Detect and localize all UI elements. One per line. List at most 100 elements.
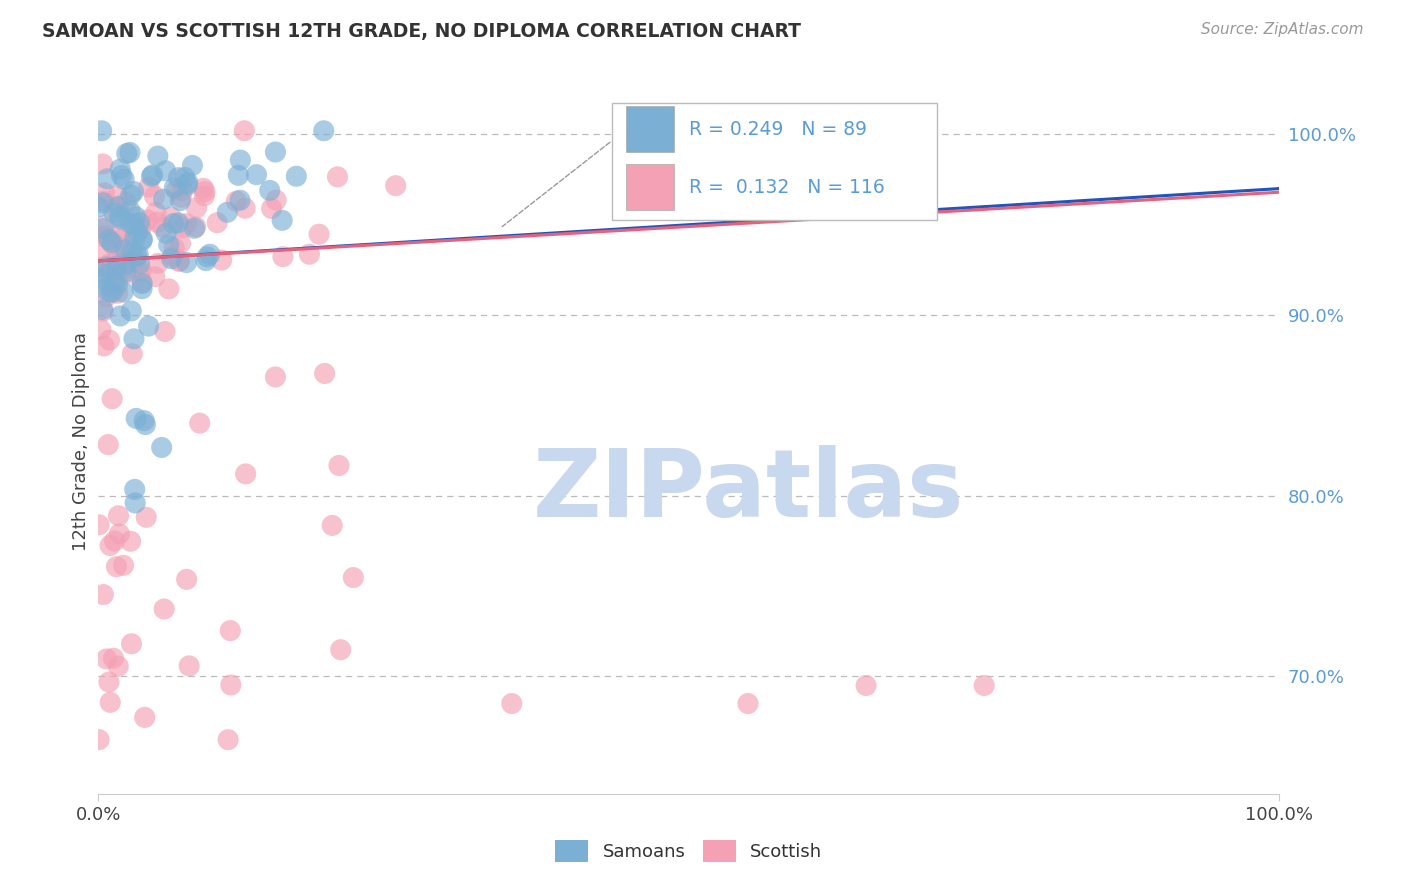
Point bbox=[127, 248, 149, 262]
Point bbox=[229, 153, 252, 168]
Point bbox=[91, 229, 114, 244]
Point bbox=[131, 276, 153, 290]
Point bbox=[131, 277, 153, 291]
Point bbox=[108, 210, 131, 224]
Point bbox=[93, 339, 115, 353]
Point bbox=[260, 202, 283, 216]
Point bbox=[169, 194, 191, 208]
FancyBboxPatch shape bbox=[612, 103, 936, 219]
Point bbox=[143, 269, 166, 284]
Point bbox=[298, 247, 321, 261]
Point bbox=[118, 145, 141, 160]
Point bbox=[121, 244, 143, 259]
Point bbox=[131, 282, 153, 296]
Point bbox=[96, 289, 118, 303]
Point bbox=[193, 188, 215, 202]
Point bbox=[115, 146, 138, 161]
Point bbox=[103, 200, 125, 214]
Point bbox=[93, 304, 115, 318]
Point bbox=[142, 168, 165, 182]
Point bbox=[235, 467, 257, 481]
Point bbox=[162, 250, 184, 264]
Point bbox=[188, 416, 211, 430]
Point bbox=[96, 171, 118, 186]
Point bbox=[101, 392, 124, 406]
Point bbox=[115, 195, 138, 210]
Point bbox=[321, 518, 343, 533]
Point bbox=[107, 508, 129, 523]
Point bbox=[271, 250, 294, 264]
Point bbox=[162, 217, 184, 231]
Point bbox=[129, 264, 152, 278]
Point bbox=[329, 642, 352, 657]
Point bbox=[120, 534, 142, 549]
Point bbox=[194, 185, 217, 199]
Point bbox=[94, 219, 117, 233]
Point bbox=[855, 678, 877, 692]
Point bbox=[101, 285, 124, 300]
Point bbox=[125, 411, 148, 425]
Text: R = 0.249   N = 89: R = 0.249 N = 89 bbox=[689, 120, 868, 139]
Point bbox=[104, 267, 127, 281]
Point bbox=[110, 259, 132, 273]
Point bbox=[737, 697, 759, 711]
Point bbox=[96, 268, 118, 282]
Point bbox=[167, 170, 190, 185]
Point bbox=[118, 260, 141, 275]
Point bbox=[87, 260, 110, 275]
Point bbox=[131, 234, 153, 248]
Point bbox=[97, 675, 120, 690]
Point bbox=[93, 186, 115, 200]
Point bbox=[103, 275, 125, 289]
Point bbox=[87, 200, 110, 214]
Point bbox=[98, 277, 121, 292]
Point bbox=[264, 145, 287, 159]
Point bbox=[271, 213, 294, 227]
Point bbox=[198, 247, 221, 261]
Point bbox=[101, 235, 124, 250]
Point bbox=[118, 247, 141, 261]
Point bbox=[108, 257, 131, 271]
Point bbox=[110, 226, 132, 240]
Point bbox=[217, 732, 239, 747]
Point bbox=[114, 267, 136, 281]
Point bbox=[117, 254, 139, 268]
Point bbox=[101, 237, 124, 252]
Point bbox=[186, 201, 208, 215]
Point bbox=[98, 695, 121, 709]
Point bbox=[326, 169, 349, 184]
Point bbox=[264, 193, 287, 207]
Point bbox=[285, 169, 308, 184]
Point bbox=[114, 243, 136, 257]
Point bbox=[97, 437, 120, 451]
Point bbox=[167, 254, 190, 268]
Point bbox=[211, 253, 233, 268]
Point bbox=[93, 588, 115, 602]
Point bbox=[112, 285, 135, 299]
Point bbox=[233, 124, 256, 138]
Point bbox=[152, 219, 174, 234]
Point bbox=[176, 573, 198, 587]
Point bbox=[177, 176, 200, 190]
Point bbox=[87, 517, 110, 532]
Point bbox=[112, 172, 135, 186]
Point bbox=[155, 163, 177, 178]
Point bbox=[124, 496, 146, 510]
Point bbox=[124, 483, 146, 497]
Point bbox=[312, 124, 335, 138]
Text: Source: ZipAtlas.com: Source: ZipAtlas.com bbox=[1201, 22, 1364, 37]
Point bbox=[134, 417, 156, 432]
Point bbox=[94, 228, 117, 243]
FancyBboxPatch shape bbox=[626, 164, 673, 211]
Point bbox=[163, 241, 186, 255]
Point bbox=[173, 170, 195, 185]
Point bbox=[127, 225, 149, 239]
Point bbox=[131, 232, 153, 246]
Point bbox=[146, 256, 169, 270]
Point bbox=[219, 624, 242, 638]
Point bbox=[120, 203, 142, 218]
Point bbox=[128, 264, 150, 278]
Point bbox=[107, 240, 129, 254]
Point bbox=[98, 333, 121, 347]
Point bbox=[153, 325, 176, 339]
